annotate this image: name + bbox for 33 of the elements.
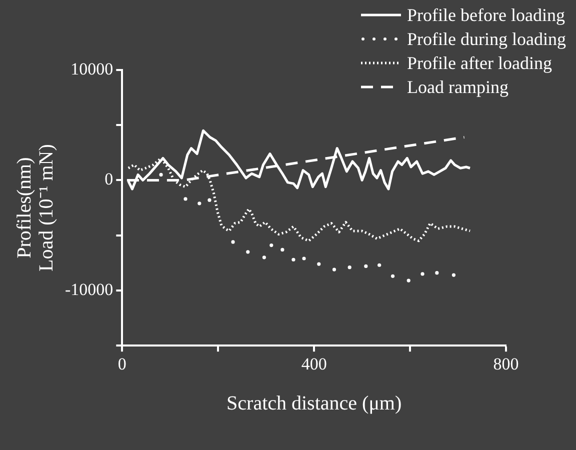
- point: [246, 250, 250, 254]
- legend-label: Profile during loading: [407, 28, 566, 50]
- x-tick-label: 0: [118, 354, 126, 374]
- point: [292, 258, 296, 262]
- point: [184, 197, 188, 201]
- x-tick-label: 800: [493, 354, 519, 374]
- point: [364, 264, 368, 268]
- legend-label: Load ramping: [407, 76, 508, 98]
- point: [378, 263, 382, 267]
- y-tick-label: 0: [104, 170, 114, 189]
- point: [406, 278, 410, 282]
- point: [452, 273, 456, 277]
- x-tick-label: 400: [301, 354, 327, 374]
- point: [280, 248, 284, 252]
- y-tick-label: -10000: [64, 280, 114, 299]
- point: [317, 262, 321, 266]
- point: [332, 268, 336, 272]
- point: [420, 272, 424, 276]
- legend-label: Profile before loading: [407, 4, 565, 26]
- point: [348, 266, 352, 270]
- point: [435, 271, 439, 275]
- point: [231, 240, 235, 244]
- legend-label: Profile after loading: [407, 52, 552, 74]
- y-tick-label: 10000: [70, 59, 114, 78]
- point: [270, 243, 274, 248]
- x-axis-title: Scratch distance (μm): [226, 392, 402, 414]
- point: [208, 198, 212, 202]
- point: [390, 274, 395, 278]
- point: [198, 202, 202, 206]
- point: [159, 172, 163, 177]
- y-axis-title: Profiles(nm) Load (10⁻¹ mN): [13, 144, 58, 272]
- point: [262, 256, 266, 260]
- point: [302, 256, 306, 260]
